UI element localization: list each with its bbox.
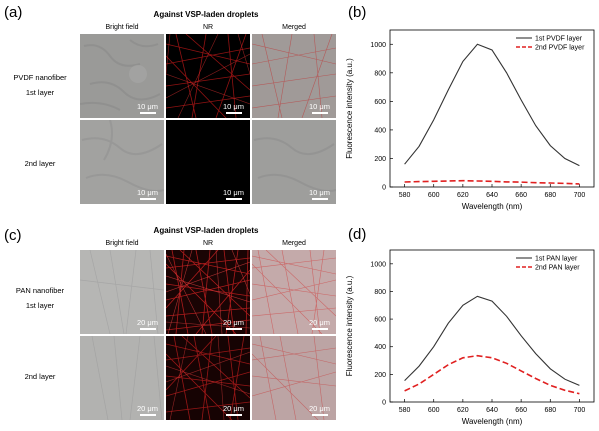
scale-bar-a4: 10 μm [137,188,158,200]
panel-a-nr-row1: 10 μm [165,33,251,119]
panel-label-b: (b) [348,4,367,21]
chart-d-ytick-label-0: 0 [382,400,386,407]
chart-b-xtick-label-6: 700 [574,192,586,199]
chart-b-series-line-1 [404,179,580,185]
scale-bar-c6: 20 μm [309,404,330,416]
chart-b-legend-label-0: 1st PVDF layer [535,36,583,43]
chart-d-plot-frame [389,249,595,403]
panel-a-merged-row1: 10 μm [251,33,337,119]
panel-a-row1-line1: PVDF nanofiber [13,73,67,82]
chart-d-ytick-label-3: 600 [374,317,386,324]
panel-c-title: Against VSP-laden droplets [153,226,259,235]
chart-b-xtick-label-5: 680 [544,192,556,199]
chart-d-xtick-label-5: 680 [544,407,556,414]
scale-bar-c3: 20 μm [309,318,330,330]
chart-b-ytick-label-1: 200 [374,156,386,163]
panel-c-row1-line2: 1st layer [25,301,55,310]
scale-bar-a3: 10 μm [309,102,330,114]
panel-a-row1-line2: 1st layer [25,88,55,97]
chart-b-xtick-label-3: 640 [486,192,498,199]
scale-bar-a2: 10 μm [223,102,244,114]
chart-d-ylabel: Fluorescence intensity (a.u.) [345,275,354,376]
chart-d: 0 200 400 600 800 1000 580 600 620 640 660 680 700 Wa… [345,249,595,426]
scale-bar-c2: 20 μm [223,318,244,330]
scale-bar-c4: 20 μm [137,404,158,416]
panel-c-nr-row2: 20 μm [165,335,251,421]
panel-c-col-nr: NR [202,240,214,247]
chart-b: 0 200 400 600 800 1000 580 600 620 640 660 680 700 Wa… [345,29,595,211]
panel-a-bright-row2: 10 μm [80,119,165,204]
chart-d-xlabel: Wavelength (nm) [462,417,523,426]
panel-a-col-merged: Merged [282,24,306,31]
chart-b-ytick-label-3: 600 [374,99,386,106]
panel-a-row1-label: PVDF nanofiber 1st layer [0,70,80,100]
panel-c-row1-line1: PAN nanofiber [15,286,65,295]
panel-label-a: (a) [4,4,23,21]
panel-c-row2-label: 2nd layer [0,369,80,384]
chart-d-legend-label-1: 2nd PAN layer [535,265,580,272]
panel-a-col-nr: NR [202,24,214,31]
chart-d-xtick-label-0: 580 [399,407,411,414]
panel-c-col-bright: Bright field [105,240,139,247]
chart-d-series-line-1 [404,354,580,395]
panel-a-nr-row2: 10 μm [166,120,250,204]
scale-bar-c1: 20 μm [137,318,158,330]
panel-label-d: (d) [348,226,367,243]
chart-b-series-line-0 [404,43,580,167]
chart-b-ytick-label-0: 0 [382,185,386,192]
panel-c-merged-row2: 20 μm [251,335,337,421]
chart-b-ytick-label-2: 400 [374,127,386,134]
scale-bar-a5: 10 μm [223,188,244,200]
chart-b-ylabel: Fluorescence intensity (a.u.) [345,58,354,159]
chart-b-ytick-label-4: 800 [374,70,386,77]
panel-a-row2-label: 2nd layer [0,156,80,171]
chart-d-xtick-label-3: 640 [486,407,498,414]
chart-d-series-line-0 [404,295,580,386]
panel-a-col-bright: Bright field [105,24,139,31]
chart-b-xlabel: Wavelength (nm) [462,202,523,211]
scale-bar-c5: 20 μm [223,404,244,416]
panel-c-bright-row1: 20 μm [79,249,165,335]
panel-c-nr-row1: 20 μm [165,249,251,335]
chart-b-ytick-label-5: 1000 [370,42,386,49]
panel-a-row2-line1: 2nd layer [24,159,56,168]
chart-b-xtick-label-1: 600 [428,192,440,199]
chart-d-xtick-label-1: 600 [428,407,440,414]
panel-a-bright-row1: 10 μm [79,34,164,118]
scale-bar-a6: 10 μm [309,188,330,200]
panel-c-col-merged: Merged [282,240,306,247]
scale-bar-a1: 10 μm [137,102,158,114]
chart-d-xtick-label-2: 620 [457,407,469,414]
chart-d-xtick-label-6: 700 [574,407,586,414]
panel-c-bright-row2: 20 μm [80,335,164,421]
panel-a-title: Against VSP-laden droplets [153,10,259,19]
chart-b-plot-frame [389,29,595,188]
chart-d-ytick-label-2: 400 [374,344,386,351]
chart-b-xtick-label-4: 660 [515,192,527,199]
chart-d-ytick-label-4: 800 [374,289,386,296]
chart-d-ytick-label-5: 1000 [370,261,386,268]
panel-label-c: (c) [4,227,22,244]
chart-b-legend-label-1: 2nd PVDF layer [535,45,585,52]
chart-d-legend-label-0: 1st PAN layer [535,256,578,263]
panel-c-row1-label: PAN nanofiber 1st layer [0,283,80,313]
chart-b-xtick-label-0: 580 [399,192,411,199]
chart-d-xtick-label-4: 660 [515,407,527,414]
chart-d-ytick-label-1: 200 [374,372,386,379]
panel-c-row2-line1: 2nd layer [24,372,56,381]
panel-c-merged-row1: 20 μm [251,249,337,335]
panel-a-merged-row2: 10 μm [252,120,337,204]
chart-b-xtick-label-2: 620 [457,192,469,199]
